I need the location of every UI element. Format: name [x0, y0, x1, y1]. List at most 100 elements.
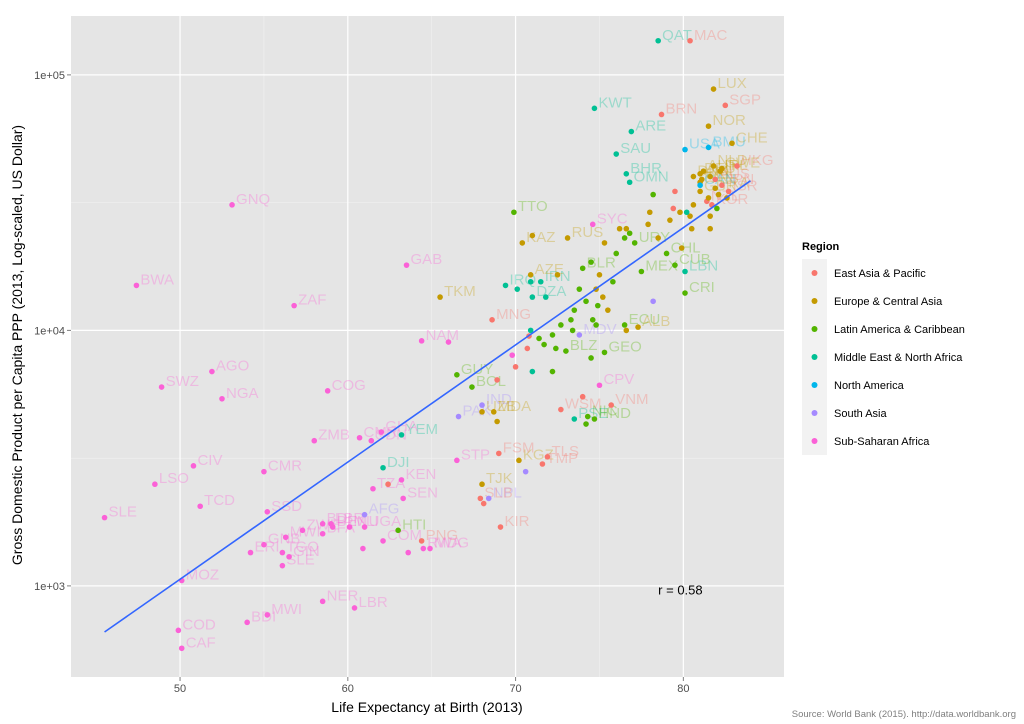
data-point [479, 481, 485, 488]
data-point [690, 173, 697, 180]
point-label: YEM [405, 421, 438, 438]
data-point [229, 202, 235, 208]
data-point [328, 521, 334, 527]
data-point [583, 421, 589, 427]
data-point [261, 468, 267, 475]
y-axis-title: Gross Domestic Product per Capita PPP (2… [9, 125, 25, 565]
data-point [455, 413, 462, 420]
data-point [549, 332, 556, 338]
point-label: CRI [689, 279, 715, 296]
x-tick-label: 50 [174, 683, 186, 695]
legend-key-dot [811, 410, 818, 416]
point-label: AUT [707, 157, 737, 174]
point-label: WSM [565, 396, 602, 413]
data-point [361, 511, 368, 518]
data-point [658, 111, 665, 118]
legend-label: Europe & Central Asia [834, 296, 943, 308]
data-point [527, 278, 534, 285]
data-point [454, 372, 460, 378]
data-point [635, 324, 641, 330]
data-point [494, 418, 500, 425]
data-point [646, 209, 653, 216]
point-label: ALB [642, 313, 670, 330]
x-tick-label: 60 [342, 683, 354, 695]
legend-title: Region [802, 241, 840, 253]
data-point [175, 627, 182, 634]
point-label: CHL [671, 239, 701, 256]
data-point [729, 140, 735, 147]
point-label: DZA [536, 283, 566, 300]
data-point [600, 294, 606, 300]
data-point [623, 327, 630, 334]
point-label: CAF [186, 634, 216, 651]
data-point [717, 168, 724, 174]
point-label: BDI [251, 608, 276, 625]
data-point [672, 262, 678, 268]
point-label: SWZ [166, 373, 199, 390]
point-label: KOR [716, 191, 749, 208]
point-label: NLD [718, 152, 748, 169]
data-point [705, 144, 712, 151]
data-point [101, 514, 108, 521]
point-label: OMN [634, 168, 669, 185]
data-point [494, 377, 500, 383]
data-point [529, 232, 536, 239]
data-point [650, 298, 656, 305]
data-point [601, 349, 608, 356]
data-point [638, 268, 645, 275]
point-label: MDA [498, 398, 531, 415]
point-label: SAU [620, 140, 651, 157]
point-label: BMU [713, 133, 746, 150]
point-label: MWI [290, 523, 321, 540]
data-point [579, 265, 586, 272]
data-point [697, 182, 703, 189]
y-tick-label: 1e+03 [34, 581, 65, 593]
data-point [479, 402, 485, 408]
data-point [734, 163, 740, 169]
data-point [722, 102, 729, 109]
data-point [319, 598, 326, 605]
legend-label: North America [834, 380, 905, 392]
data-point [588, 355, 594, 361]
data-point [529, 368, 536, 375]
point-label: CIV [197, 452, 222, 469]
data-point [527, 272, 534, 278]
data-point [682, 146, 688, 153]
data-point [420, 545, 427, 552]
legend-key-dot [811, 298, 818, 304]
x-tick-label: 70 [509, 683, 521, 695]
data-point [645, 221, 651, 228]
point-label: MLI [353, 513, 378, 530]
point-label: HND [598, 405, 631, 422]
point-label: URY [639, 229, 670, 246]
point-label: LSO [159, 470, 189, 487]
point-label: TGO [286, 539, 319, 556]
point-label: CUB [679, 251, 711, 268]
data-point [279, 549, 286, 556]
data-point [683, 209, 690, 216]
data-point [568, 317, 574, 323]
point-label: MDV [583, 321, 616, 338]
data-point [571, 307, 578, 313]
data-point [563, 348, 569, 354]
point-label: LUX [718, 75, 747, 92]
data-point [623, 225, 630, 232]
point-label: GAB [411, 251, 443, 268]
data-point [576, 286, 583, 292]
point-label: NZL [711, 187, 739, 204]
data-point [324, 388, 331, 394]
data-point [395, 527, 401, 534]
point-label: MNG [496, 306, 531, 323]
point-label: CHE [736, 129, 768, 146]
data-point [511, 209, 517, 216]
data-point [712, 176, 719, 183]
data-point [291, 302, 297, 309]
data-point [190, 463, 197, 469]
data-point [346, 524, 353, 530]
point-label: RUS [572, 224, 604, 241]
data-point [564, 235, 571, 241]
data-point [398, 477, 405, 483]
data-point [626, 179, 633, 186]
x-tick-label: 80 [677, 683, 689, 695]
data-point [311, 437, 318, 444]
